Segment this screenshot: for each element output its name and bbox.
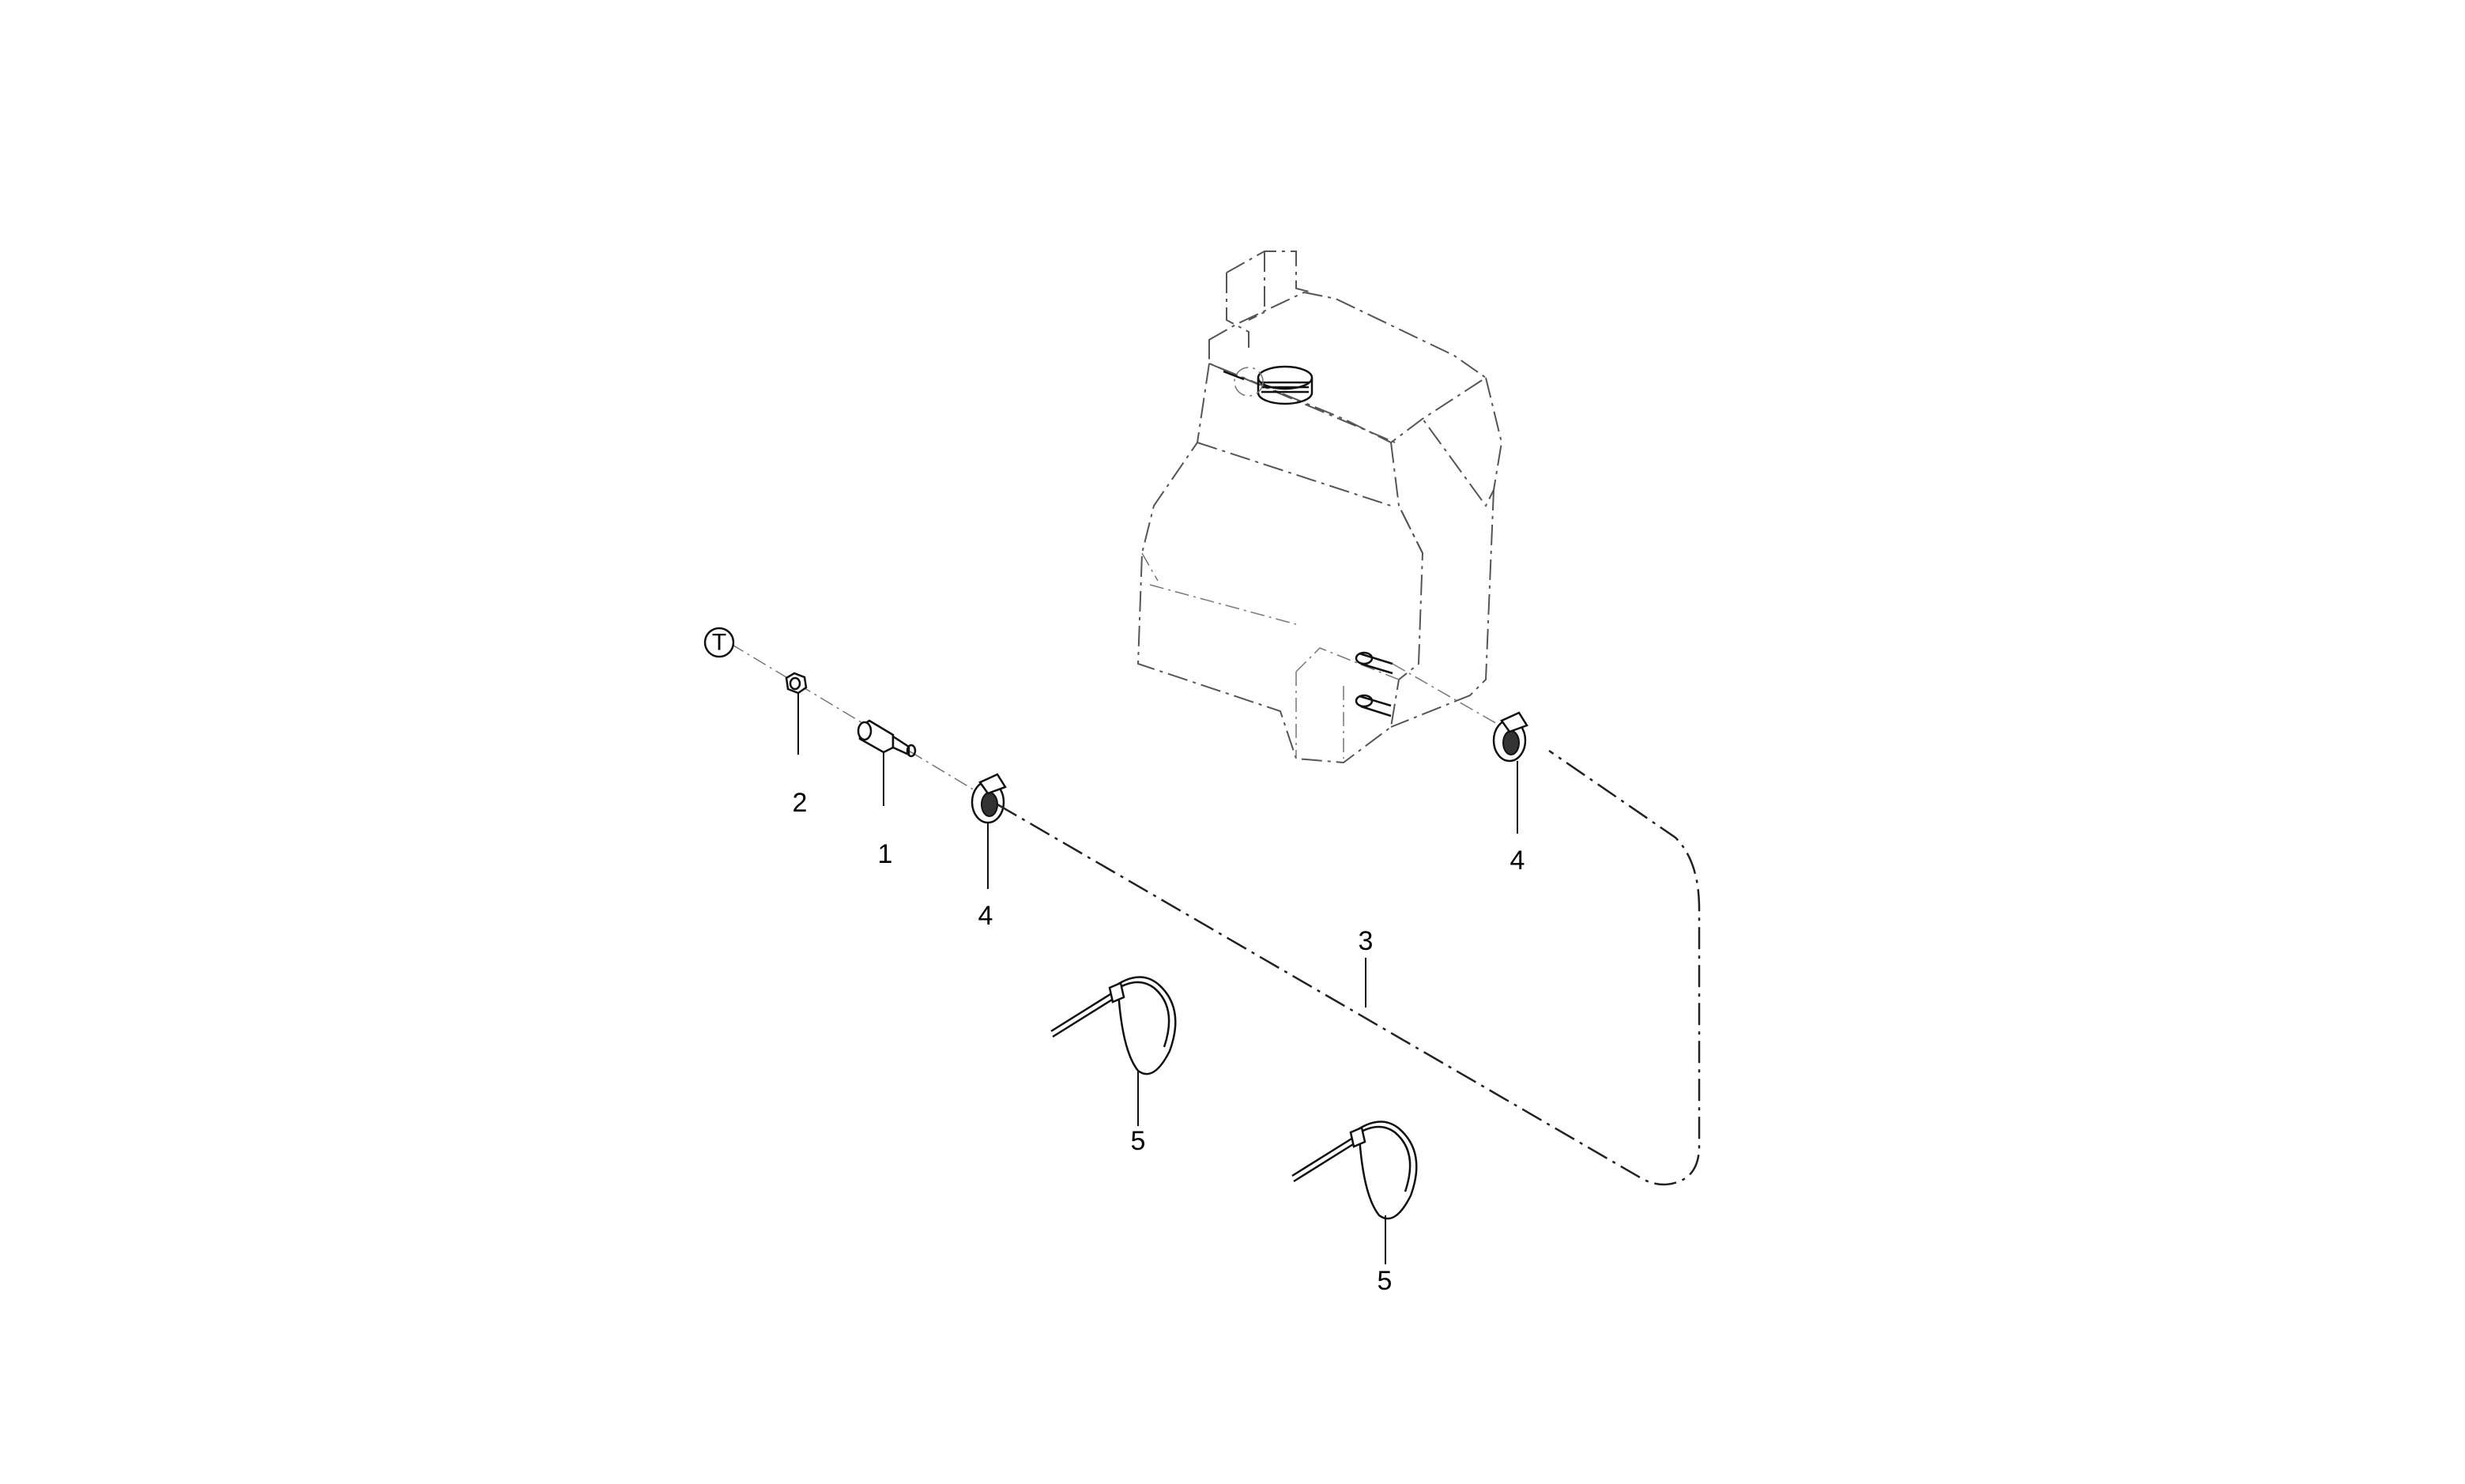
tank-to-clamp-center-line: [1392, 663, 1510, 732]
reference-letter: T: [712, 630, 726, 656]
cable-tie-upper: [1050, 976, 1177, 1126]
assembly-center-line: [730, 643, 979, 793]
nut-part: [785, 672, 808, 755]
callout-4-right: 4: [1510, 846, 1525, 876]
callout-1: 1: [878, 839, 893, 869]
reservoir-tank: [1136, 250, 1503, 764]
cable-tie-lower: [1291, 1121, 1418, 1264]
reference-symbol: T: [703, 627, 735, 658]
hose-clamp-left: [971, 773, 1007, 889]
hose-clamp-right: [1492, 711, 1528, 834]
callout-4-left: 4: [978, 901, 993, 931]
callout-3: 3: [1359, 926, 1374, 956]
callout-2: 2: [793, 788, 808, 818]
hose-part: [997, 749, 1701, 1186]
callout-5-upper: 5: [1131, 1126, 1146, 1156]
fitting-part: [857, 719, 917, 806]
callout-5-lower: 5: [1378, 1266, 1393, 1296]
